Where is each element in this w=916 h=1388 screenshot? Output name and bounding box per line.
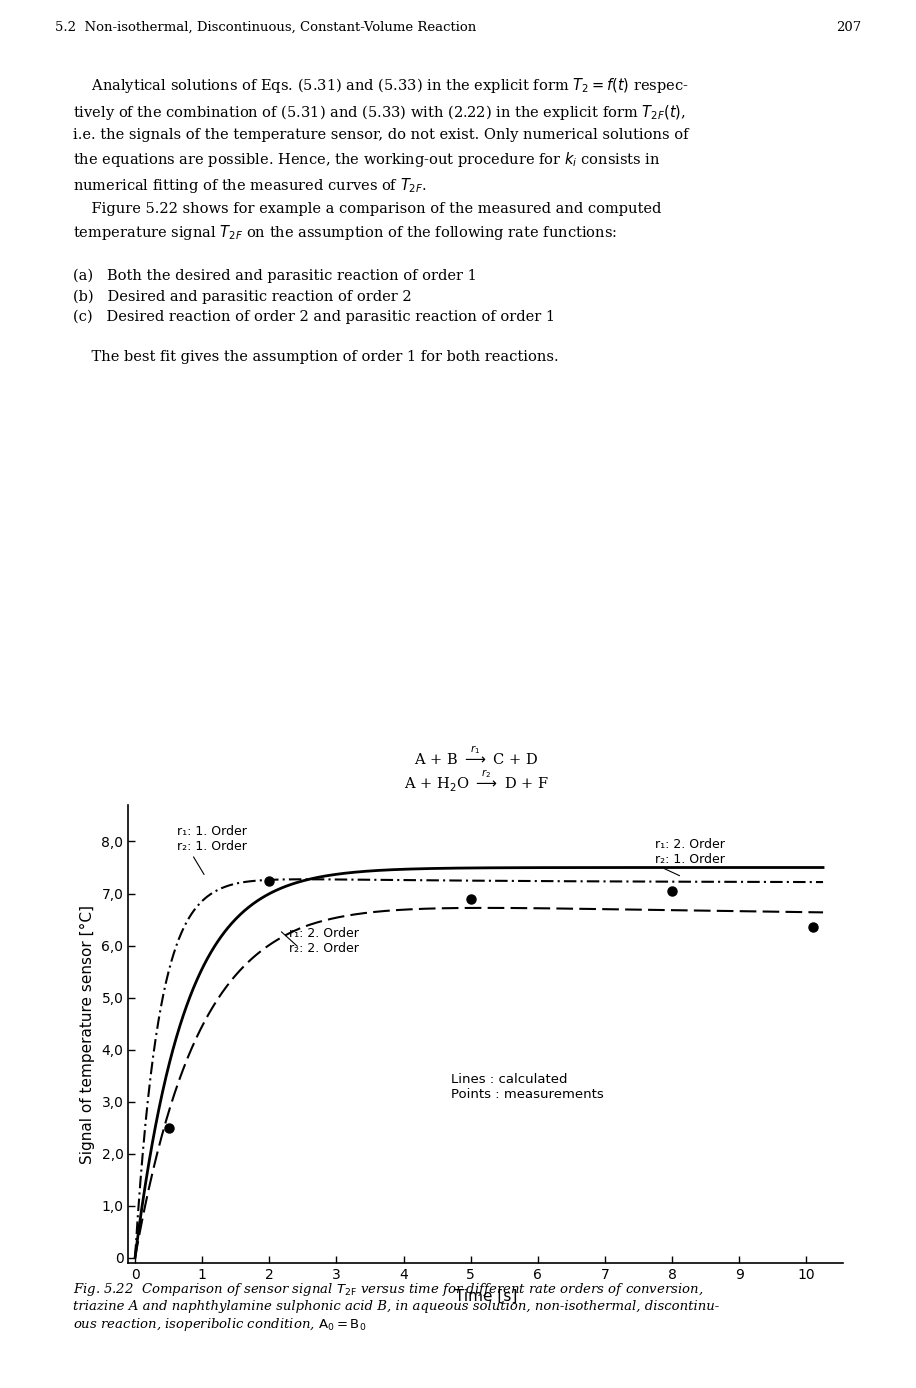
Text: 5.2  Non-isothermal, Discontinuous, Constant-Volume Reaction: 5.2 Non-isothermal, Discontinuous, Const… — [55, 21, 476, 33]
Text: A + H$_2$O $\overset{r_2}{\longrightarrow}$ D + F: A + H$_2$O $\overset{r_2}{\longrightarro… — [404, 768, 549, 794]
Text: Lines : calculated
Points : measurements: Lines : calculated Points : measurements — [451, 1073, 603, 1101]
Text: Analytical solutions of Eqs. (5.31) and (5.33) in the explicit form $T_2 = f(t)$: Analytical solutions of Eqs. (5.31) and … — [73, 76, 689, 365]
Text: A + B $\overset{r_1}{\longrightarrow}$ C + D: A + B $\overset{r_1}{\longrightarrow}$ C… — [414, 744, 539, 768]
Text: r₁: 2. Order
r₂: 1. Order: r₁: 2. Order r₂: 1. Order — [655, 838, 725, 866]
Text: 207: 207 — [835, 21, 861, 33]
Text: r₁: 2. Order
r₂: 2. Order: r₁: 2. Order r₂: 2. Order — [289, 927, 359, 955]
X-axis label: Time [s]: Time [s] — [454, 1289, 517, 1303]
Y-axis label: Signal of temperature sensor [°C]: Signal of temperature sensor [°C] — [80, 905, 94, 1163]
Text: r₁: 1. Order
r₂: 1. Order: r₁: 1. Order r₂: 1. Order — [177, 824, 246, 852]
Text: Fig. 5.22  Comparison of sensor signal $T_\mathrm{2F}$ versus time for different: Fig. 5.22 Comparison of sensor signal $T… — [73, 1281, 719, 1332]
